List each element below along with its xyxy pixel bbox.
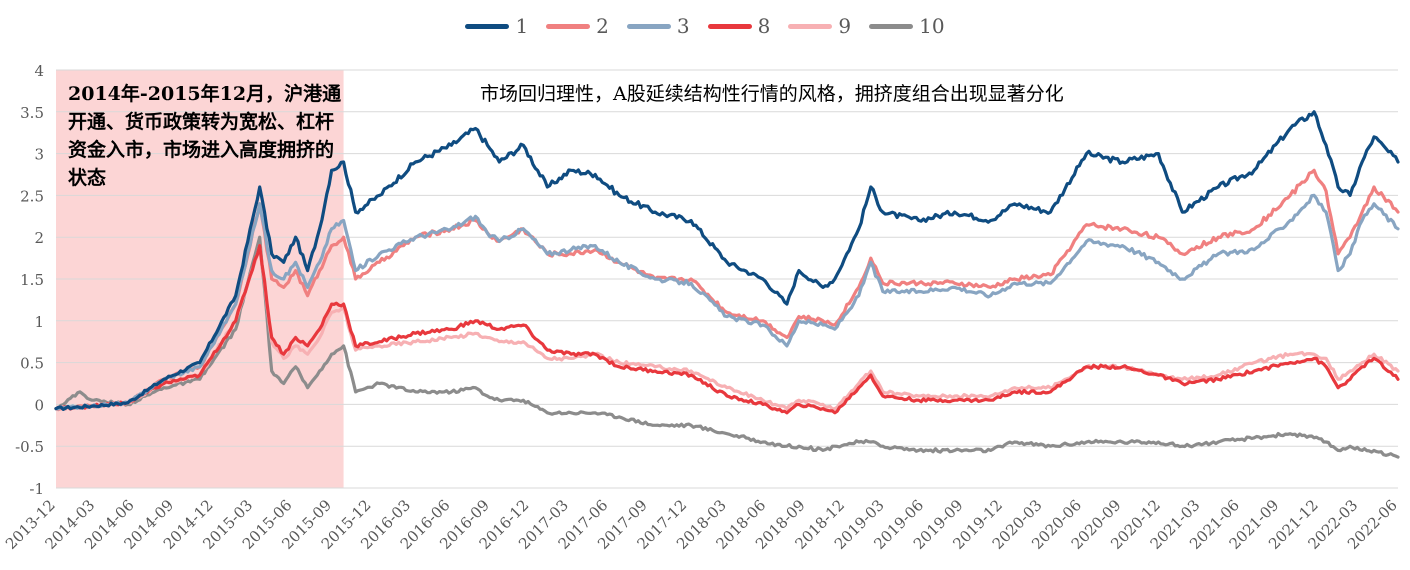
y-tick-label: 2 xyxy=(34,229,44,247)
legend-swatch-3 xyxy=(626,23,671,29)
legend-swatch-8 xyxy=(707,23,752,29)
series-lines xyxy=(54,110,1400,459)
series-line-8 xyxy=(54,244,1400,415)
y-tick-label: 4 xyxy=(34,62,44,80)
legend-item-1: 1 xyxy=(465,14,528,38)
legend-item-9: 9 xyxy=(788,14,851,38)
legend-label-10: 10 xyxy=(919,14,945,38)
legend-label-2: 2 xyxy=(596,14,609,38)
y-tick-label: 3.5 xyxy=(20,104,44,122)
series-line-2 xyxy=(54,168,1400,412)
legend-item-3: 3 xyxy=(626,14,690,38)
legend-label-3: 3 xyxy=(676,14,690,38)
series-line-1 xyxy=(54,110,1400,411)
series-line-3 xyxy=(54,193,1400,411)
legend-item-8: 8 xyxy=(707,14,771,38)
y-tick-label: 0.5 xyxy=(20,355,44,373)
y-tick-label: 2.5 xyxy=(20,187,44,205)
y-tick-label: 1 xyxy=(34,313,44,331)
y-tick-label: 3 xyxy=(34,146,44,164)
y-axis: 4 3.5 3 2.5 2 1.5 1 0.5 0 -0.5 -1 xyxy=(15,62,44,498)
annotation-divergence: 市场回归理性，A股延续结构性行情的风格，拥挤度组合出现显著分化 xyxy=(480,83,1064,105)
x-axis: 2013-122014-032014-062014-092014-122015-… xyxy=(2,496,1401,553)
y-tick-label: 0 xyxy=(34,396,44,414)
annotation-crowded-period: 2014年-2015年12月，沪港通开通、货币政策转为宽松、杠杆资金入市，市场进… xyxy=(68,83,342,189)
y-tick-label: 1.5 xyxy=(20,271,44,289)
y-tick-label: -0.5 xyxy=(15,438,44,456)
legend-label-1: 1 xyxy=(515,14,529,38)
legend-swatch-2 xyxy=(546,23,591,29)
legend-swatch-1 xyxy=(465,23,510,29)
legend-label-9: 9 xyxy=(838,14,852,38)
series-line-10 xyxy=(54,235,1400,459)
legend-item-10: 10 xyxy=(869,14,945,38)
legend-swatch-10 xyxy=(869,23,914,29)
y-tick-label: -1 xyxy=(29,480,44,498)
legend-label-8: 8 xyxy=(757,14,771,38)
legend-item-2: 2 xyxy=(546,14,609,38)
chart-legend: 1 2 3 8 9 10 xyxy=(0,14,1410,38)
legend-swatch-9 xyxy=(788,23,833,29)
